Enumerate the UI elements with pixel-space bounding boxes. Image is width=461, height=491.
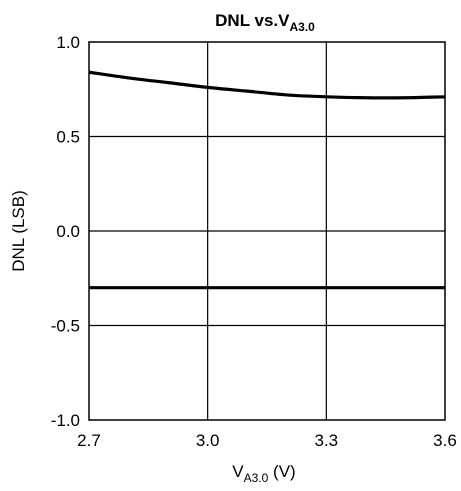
chart-title-subscript: A3.0 <box>289 20 315 34</box>
plot-area <box>88 41 446 421</box>
x-axis-label-subscript: A3.0 <box>244 471 269 485</box>
x-tick-labels: 2.7 3.0 3.3 3.6 <box>77 431 457 450</box>
chart-title-main: DNL vs.V <box>215 11 290 30</box>
series-line-1 <box>88 70 446 100</box>
x-tick-label: 2.7 <box>77 431 101 450</box>
y-axis-label: DNL (LSB) <box>9 190 28 272</box>
series-lines <box>88 70 446 290</box>
chart-title: DNL vs.VA3.0 <box>215 11 315 34</box>
x-axis-label-main: V <box>232 462 244 481</box>
y-tick-label: 0.5 <box>56 128 80 147</box>
y-tick-label: -0.5 <box>51 317 80 336</box>
y-tick-label: -1.0 <box>51 411 80 430</box>
x-axis-label: VA3.0 (V) <box>232 462 295 485</box>
y-tick-label: 0.0 <box>56 222 80 241</box>
y-tick-labels: 1.0 0.5 0.0 -0.5 -1.0 <box>51 33 80 430</box>
x-tick-label: 3.6 <box>433 431 457 450</box>
x-tick-label: 3.0 <box>196 431 220 450</box>
horizontal-gridlines <box>89 135 445 327</box>
x-tick-label: 3.3 <box>315 431 339 450</box>
x-axis-label-unit: (V) <box>268 462 295 481</box>
y-tick-label: 1.0 <box>56 33 80 52</box>
